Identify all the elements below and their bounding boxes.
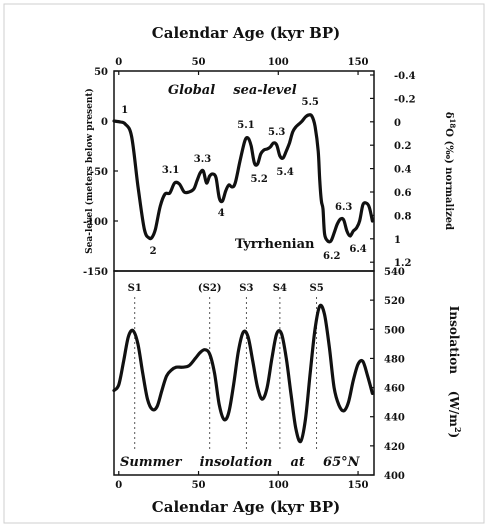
top-x-tick-label: 0 (115, 57, 122, 68)
insolation-series-line (112, 303, 374, 444)
sea-level-y-tick-label: -150 (83, 267, 108, 278)
sea-level-ylabel: Sea-level (meters below present) (84, 88, 95, 254)
insolation-ylabel-sup: 2 (453, 427, 463, 433)
sea-level-left-axis: 50 0 -50 -100 -150 (83, 67, 118, 278)
sea-level-point-label: 4 (218, 208, 225, 219)
sea-level-point-label: 6.3 (335, 202, 352, 213)
insolation-marker-label: S5 (309, 283, 323, 294)
insolation-y-tick-label: 400 (384, 471, 405, 482)
insolation-y-tick-label: 440 (384, 413, 405, 424)
insolation-y-tick-label: 540 (384, 267, 405, 278)
insolation-markers: S1 (S2) S3 S4 S5 (128, 283, 324, 449)
insolation-marker-label: S1 (128, 283, 142, 294)
sea-level-y-tick-label: -100 (83, 217, 108, 228)
bottom-x-tick-label: 100 (268, 480, 289, 491)
insolation-ylabel: Insolation (W/m2) (447, 306, 463, 438)
insolation-marker-label: (S2) (198, 283, 222, 294)
insolation-y-tick-label: 420 (384, 442, 405, 453)
sea-level-point-label: 5.3 (268, 127, 285, 138)
bottom-x-tick-label: 150 (348, 480, 369, 491)
delta18o-y-tick-label: 0.6 (394, 188, 411, 199)
sea-level-point-label: 5.5 (301, 97, 318, 108)
top-x-tick-label: 100 (268, 57, 289, 68)
sea-level-point-label: 6.2 (323, 251, 340, 262)
sea-level-point-labels: 1 2 3.1 3.3 4 5.1 5.2 5.3 5.4 5.5 6.2 6.3 6.4 (121, 97, 367, 262)
delta18o-y-tick-label: -0.4 (394, 71, 416, 82)
sea-level-point-label: 5.2 (250, 174, 267, 185)
sea-level-y-tick-label: 50 (94, 67, 108, 78)
sea-level-point-label: 3.3 (194, 154, 211, 165)
delta18o-y-tick-label: -0.2 (394, 94, 416, 105)
delta18o-ylabel: δ18O (‰) normalized (443, 112, 457, 230)
delta18o-y-tick-label: 1 (394, 235, 401, 246)
delta18o-y-tick-label: 0.4 (394, 165, 411, 176)
sea-level-y-tick-label: 0 (101, 117, 108, 128)
summer-insolation-title: Summer insolation at 65°N (120, 455, 361, 470)
insolation-right-axis: 540 520 500 480 460 440 420 400 (370, 267, 405, 482)
bottom-x-tick-label: 0 (115, 480, 122, 491)
global-sea-level-title: Global sea-level (168, 83, 297, 98)
insolation-plot-frame (113, 270, 375, 476)
sea-level-series-line (112, 113, 374, 244)
figure-border (3, 3, 485, 524)
sea-level-point-label: 1 (121, 105, 128, 116)
sea-level-y-tick-label: -50 (90, 167, 108, 178)
delta18o-right-axis: -0.4 -0.2 0 0.2 0.4 0.6 0.8 1 1.2 (370, 71, 416, 269)
sea-level-point-label: 6.4 (349, 244, 366, 255)
insolation-y-tick-label: 520 (384, 296, 405, 307)
sea-level-point-label: 3.1 (162, 165, 179, 176)
delta18o-y-tick-label: 1.2 (394, 258, 411, 269)
insolation-ylabel-main: Insolation (W/m (447, 306, 461, 428)
delta18o-y-tick-label: 0 (394, 118, 401, 129)
delta18o-ylabel-delta: δ (443, 112, 454, 119)
insolation-marker-label: S4 (273, 283, 287, 294)
bottom-x-tick-label: 50 (192, 480, 206, 491)
sea-level-point-label: 5.1 (237, 120, 254, 131)
sea-level-point-label: 5.4 (276, 167, 293, 178)
top-x-tick-label: 150 (348, 57, 369, 68)
delta18o-y-tick-label: 0.8 (394, 211, 411, 222)
bottom-x-axis: 0 50 100 150 (115, 471, 369, 491)
delta18o-ylabel-sup: 18 (448, 119, 457, 129)
sea-level-point-label: 2 (150, 246, 157, 257)
top-axis-title: Calendar Age (kyr BP) (152, 24, 340, 42)
insolation-y-tick-label: 480 (384, 354, 405, 365)
insolation-y-tick-label: 460 (384, 384, 405, 395)
top-x-tick-label: 50 (192, 57, 206, 68)
delta18o-y-tick-label: 0.2 (394, 141, 411, 152)
delta18o-ylabel-rest: O (‰) normalized (443, 128, 454, 230)
top-x-axis: 0 50 100 150 (115, 57, 369, 75)
insolation-y-tick-label: 500 (384, 325, 405, 336)
insolation-ylabel-end: ) (447, 433, 461, 439)
bottom-axis-title: Calendar Age (kyr BP) (152, 498, 340, 516)
insolation-marker-label: S3 (239, 283, 253, 294)
tyrrhenian-label: Tyrrhenian (235, 237, 315, 252)
